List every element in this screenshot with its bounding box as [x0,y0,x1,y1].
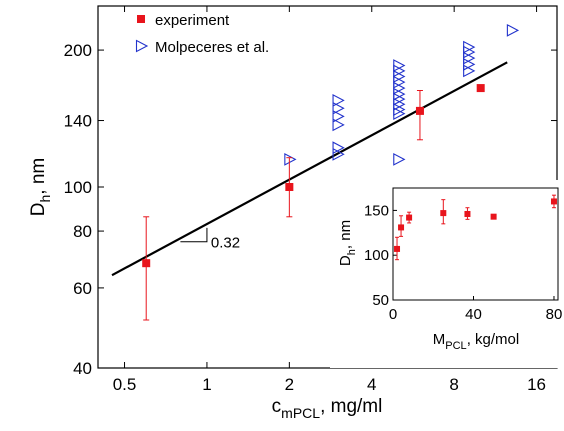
molpeceres-point [332,141,345,155]
legend-molpeceres-label: Molpeceres et al. [155,39,269,56]
main-x-tick-label: 1 [202,375,211,394]
inset-x-tick-label: 0 [389,306,397,323]
experiment-point [142,259,151,268]
inset-point [394,245,401,252]
inset-x-tick-label: 80 [546,306,563,323]
main-y-tick-label: 200 [64,41,92,60]
molpeceres-point [393,152,406,166]
experiment-point [415,106,424,115]
inset-x-axis-label: MPCL, kg/mol [433,331,519,352]
main-x-tick-label: 2 [285,375,294,394]
inset-point [550,198,557,205]
main-y-tick-label: 100 [64,178,92,197]
molpeceres-point [284,152,297,166]
molpeceres-point [393,64,406,78]
inset-point [440,210,447,217]
slope-triangle [180,227,208,243]
molpeceres-point [506,23,520,37]
main-y-tick-label: 40 [73,359,92,378]
molpeceres-point [332,118,345,132]
inset-x-tick-label: 40 [465,306,482,323]
experiment-point [285,183,294,191]
main-x-tick-label: 16 [527,375,546,394]
legend-experiment-marker [137,15,145,23]
main-y-tick-label: 60 [73,279,92,298]
molpeceres-point [332,147,345,161]
main-y-tick-label: 140 [64,112,92,131]
inset-point [406,214,413,221]
inset-point [398,224,405,231]
legend-experiment-label: experiment [155,12,230,29]
fit-line [111,61,508,277]
inset-y-tick-label: 50 [372,292,389,309]
molpeceres-point [332,94,345,107]
molpeceres-point [393,59,406,72]
main-y-tick-label: 80 [73,222,92,241]
legend-molpeceres-marker [135,39,149,53]
molpeceres-point [463,64,476,78]
molpeceres-point [393,70,406,83]
slope-label: 0.32 [211,235,240,252]
molpeceres-point [393,107,406,121]
inset-plot-frame [392,187,559,301]
molpeceres-point [393,75,406,89]
molpeceres-point [463,58,476,71]
inset-point [490,213,497,220]
main-y-axis-label: Dh, nm [28,158,53,216]
main-x-tick-label: 4 [367,375,376,394]
molpeceres-point [463,51,476,65]
experiment-point [476,84,485,93]
main-x-tick-label: 8 [449,375,458,394]
inset-y-tick-label: 150 [364,202,389,219]
inset-point [464,210,471,217]
molpeceres-point [332,101,345,115]
inset-y-tick-label: 100 [364,247,389,264]
main-x-axis-label: cmPCL, mg/ml [272,396,383,421]
main-x-tick-label: 0.5 [113,375,137,394]
molpeceres-point [332,109,345,123]
inset-y-axis-label: Dh, nm [337,220,358,266]
